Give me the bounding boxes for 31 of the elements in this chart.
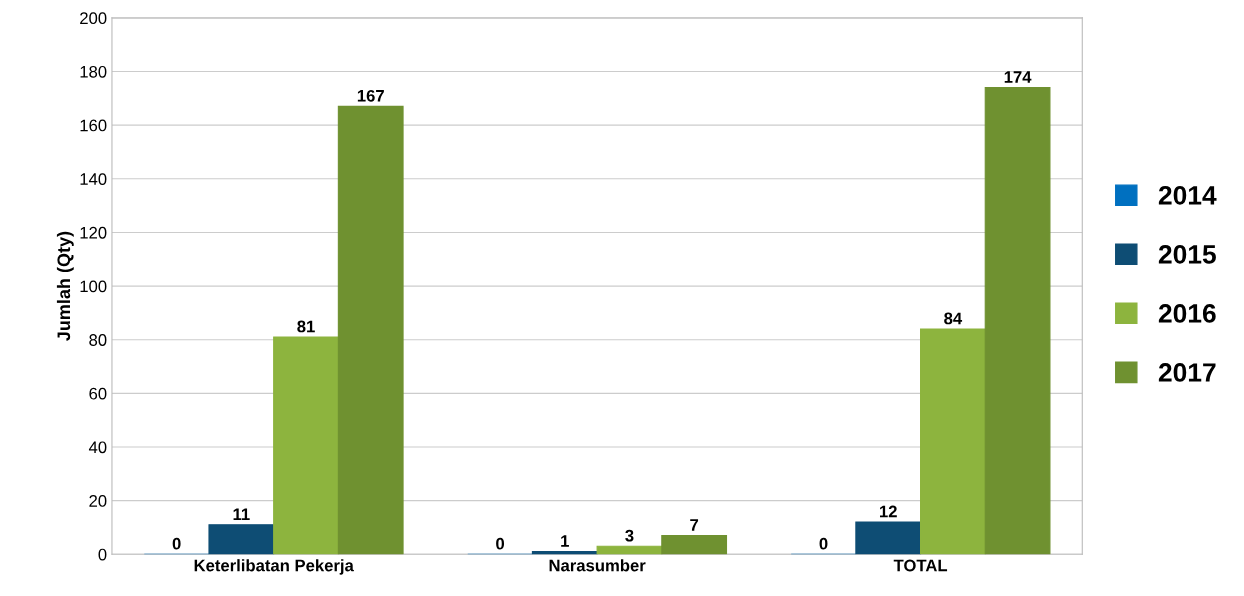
data-label: 174 — [1004, 71, 1032, 83]
data-label: 11 — [233, 508, 250, 520]
x-tick-label: TOTAL — [893, 559, 948, 572]
legend-label: 2015 — [1158, 245, 1216, 264]
x-tick-label: Narasumber — [549, 559, 646, 572]
legend-label: 2016 — [1158, 304, 1216, 323]
data-label: 1 — [561, 535, 569, 547]
y-tick-label: 60 — [89, 387, 107, 400]
data-label: 7 — [690, 519, 699, 531]
y-tick-label: 120 — [80, 226, 107, 239]
y-tick-label: 140 — [80, 173, 107, 185]
legend-label: 2014 — [1158, 185, 1217, 205]
y-tick-label: 160 — [80, 119, 107, 132]
y-tick-label: 40 — [88, 441, 107, 454]
data-label: 84 — [944, 312, 963, 325]
legend-label: 2017 — [1158, 363, 1216, 382]
x-tick-label: Keterlibatan Pekerja — [194, 559, 354, 575]
y-tick-label: 200 — [80, 12, 107, 25]
data-label: 167 — [357, 89, 384, 102]
y-tick-label: 20 — [89, 495, 107, 507]
data-label: 12 — [880, 505, 897, 518]
data-label: 0 — [496, 537, 505, 550]
y-axis-title: Jumlah (Qty) — [56, 231, 74, 341]
data-label: 0 — [819, 537, 828, 550]
data-label: 81 — [297, 320, 315, 333]
y-tick-label: 100 — [80, 280, 107, 293]
y-tick-label: 180 — [80, 65, 107, 78]
y-tick-label: 80 — [89, 334, 107, 346]
data-label: 0 — [172, 537, 181, 550]
data-label: 3 — [625, 529, 634, 542]
y-tick-label: 0 — [98, 548, 107, 561]
